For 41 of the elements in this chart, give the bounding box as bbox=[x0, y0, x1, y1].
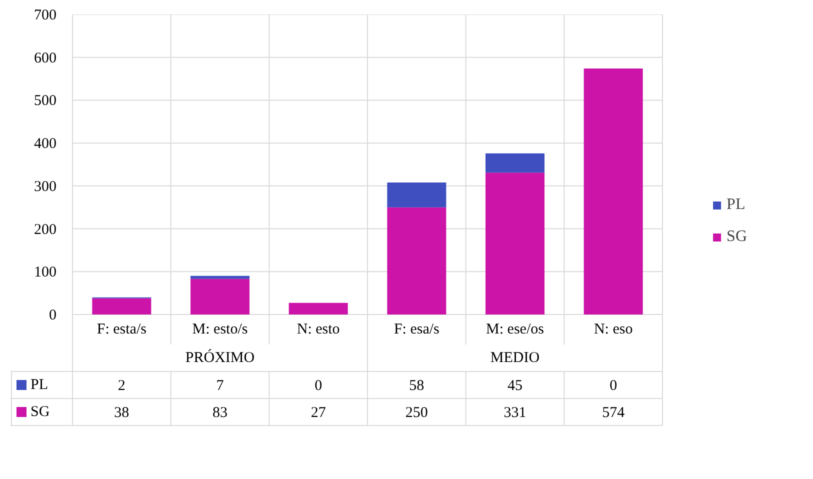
x-tick-label: M: esto/s bbox=[192, 322, 248, 338]
y-tick-label: 700 bbox=[34, 8, 56, 24]
data-label: 0 bbox=[314, 378, 322, 394]
bar bbox=[190, 276, 250, 279]
y-tick-label: 0 bbox=[49, 308, 56, 324]
x-tick-label: N: eso bbox=[594, 322, 633, 338]
text: PRÓXIMO bbox=[185, 349, 255, 366]
data-label: 83 bbox=[212, 405, 228, 421]
data-label: 574 bbox=[602, 405, 626, 421]
data-label: 58 bbox=[409, 378, 424, 394]
y-tick-label: 600 bbox=[34, 50, 56, 66]
data-label: 7 bbox=[216, 378, 224, 394]
data-label: 331 bbox=[504, 405, 526, 421]
x-tick-label: N: esto bbox=[296, 322, 340, 338]
y-tick-label: 500 bbox=[34, 93, 56, 110]
text: SG bbox=[30, 404, 50, 420]
data-label: 250 bbox=[405, 405, 428, 421]
text: MEDIO bbox=[490, 350, 540, 366]
bar bbox=[584, 68, 643, 314]
data-label: 0 bbox=[610, 378, 618, 394]
x-tick-label: F: esa/s bbox=[394, 322, 440, 338]
legend-label: PL bbox=[30, 377, 48, 393]
data-label: 27 bbox=[310, 405, 326, 421]
legend-label: SG bbox=[726, 228, 747, 246]
y-tick-label: 300 bbox=[34, 178, 56, 195]
bar bbox=[190, 278, 250, 314]
data-label: 38 bbox=[114, 405, 130, 421]
bar bbox=[92, 298, 152, 314]
x-tick-label: F: esta/s bbox=[96, 322, 147, 338]
x-tick-label: M: ese/os bbox=[486, 322, 544, 338]
bar bbox=[486, 153, 544, 173]
text: PL bbox=[726, 196, 746, 212]
y-tick-label: 100 bbox=[34, 264, 56, 281]
bar bbox=[387, 207, 446, 314]
bar bbox=[288, 302, 348, 314]
bar bbox=[486, 172, 544, 314]
bar bbox=[387, 182, 446, 208]
data-label: 45 bbox=[508, 378, 522, 394]
y-tick-label: 400 bbox=[34, 136, 56, 152]
data-label: 2 bbox=[118, 378, 126, 394]
y-tick-label: 200 bbox=[34, 222, 56, 238]
